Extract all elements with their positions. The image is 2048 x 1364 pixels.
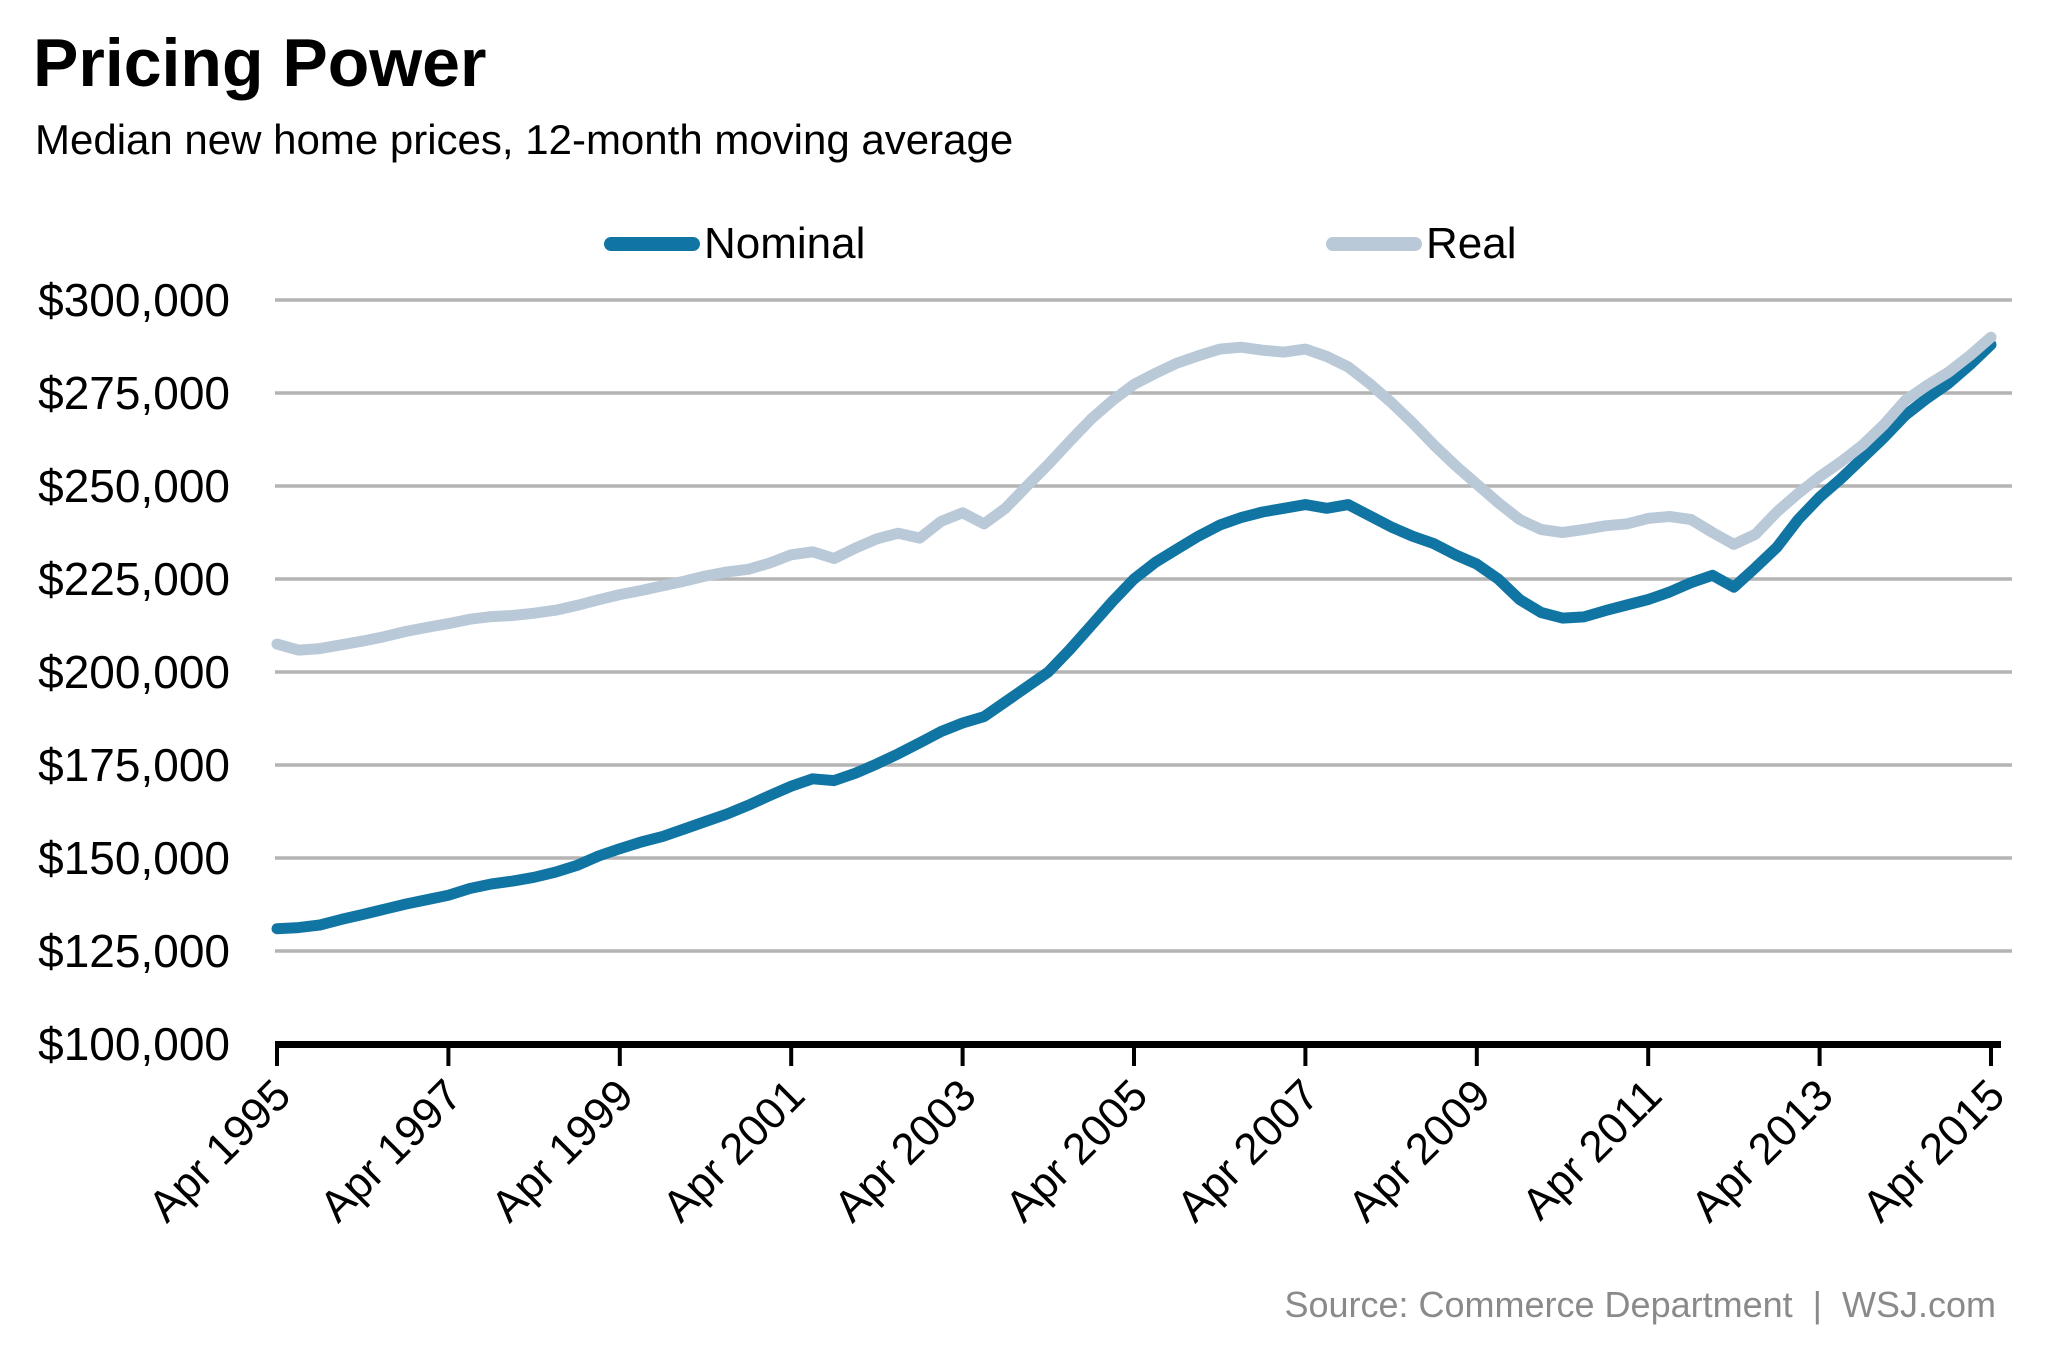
x-axis-tick-label: Apr 2011 — [1513, 1070, 1672, 1229]
legend-label-real: Real — [1426, 219, 1517, 268]
y-axis-tick-label: $225,000 — [38, 553, 230, 605]
legend-swatch-real — [1326, 237, 1422, 251]
y-axis-tick-label: $250,000 — [38, 460, 230, 512]
x-axis-labels: Apr 1995 Apr 1997 Apr 1999 Apr 2001 Apr 2003… — [139, 1070, 2014, 1231]
gridlines — [275, 298, 2012, 953]
x-axis-tick-label: Apr 2005 — [996, 1070, 1157, 1231]
y-axis-tick-label: $100,000 — [38, 1018, 230, 1070]
real-line — [271, 331, 1997, 656]
source-credit: Source: Commerce Department | WSJ.com — [1284, 1284, 1996, 1325]
legend-item-nominal: Nominal — [604, 220, 865, 268]
page-subtitle: Median new home prices, 12-month moving … — [35, 116, 1014, 163]
legend-item-real: Real — [1326, 220, 1517, 268]
y-axis-tick-label: $175,000 — [38, 739, 230, 791]
legend-swatch-nominal — [604, 237, 700, 251]
y-axis-tick-label: $125,000 — [38, 925, 230, 977]
y-axis-tick-label: $200,000 — [38, 646, 230, 698]
legend: Nominal Real — [0, 220, 2048, 268]
nominal-line — [271, 339, 1997, 935]
legend-label-nominal: Nominal — [704, 219, 866, 268]
x-axis-tick-label: Apr 1995 — [139, 1070, 300, 1231]
y-axis-tick-label: $275,000 — [38, 367, 230, 419]
x-axis-tick-label: Apr 2015 — [1853, 1070, 2014, 1231]
x-axis-tick-label: Apr 2003 — [825, 1070, 986, 1231]
page-title: Pricing Power — [33, 25, 487, 101]
x-axis-tick-label: Apr 1997 — [311, 1070, 472, 1231]
y-axis-tick-label: $150,000 — [38, 832, 230, 884]
y-axis-labels: $100,000 $125,000 $150,000 $175,000 $200,000… — [38, 274, 230, 1070]
x-axis-tick-label: Apr 2013 — [1682, 1070, 1843, 1231]
x-axis-tick-label: Apr 2009 — [1339, 1070, 1500, 1231]
x-axis-tick-label: Apr 1999 — [482, 1070, 643, 1231]
y-axis-tick-label: $300,000 — [38, 274, 230, 326]
x-axis-tick-label: Apr 2007 — [1168, 1070, 1329, 1231]
x-axis-tick-label: Apr 2001 — [653, 1070, 814, 1231]
x-axis-line — [275, 1041, 2001, 1048]
